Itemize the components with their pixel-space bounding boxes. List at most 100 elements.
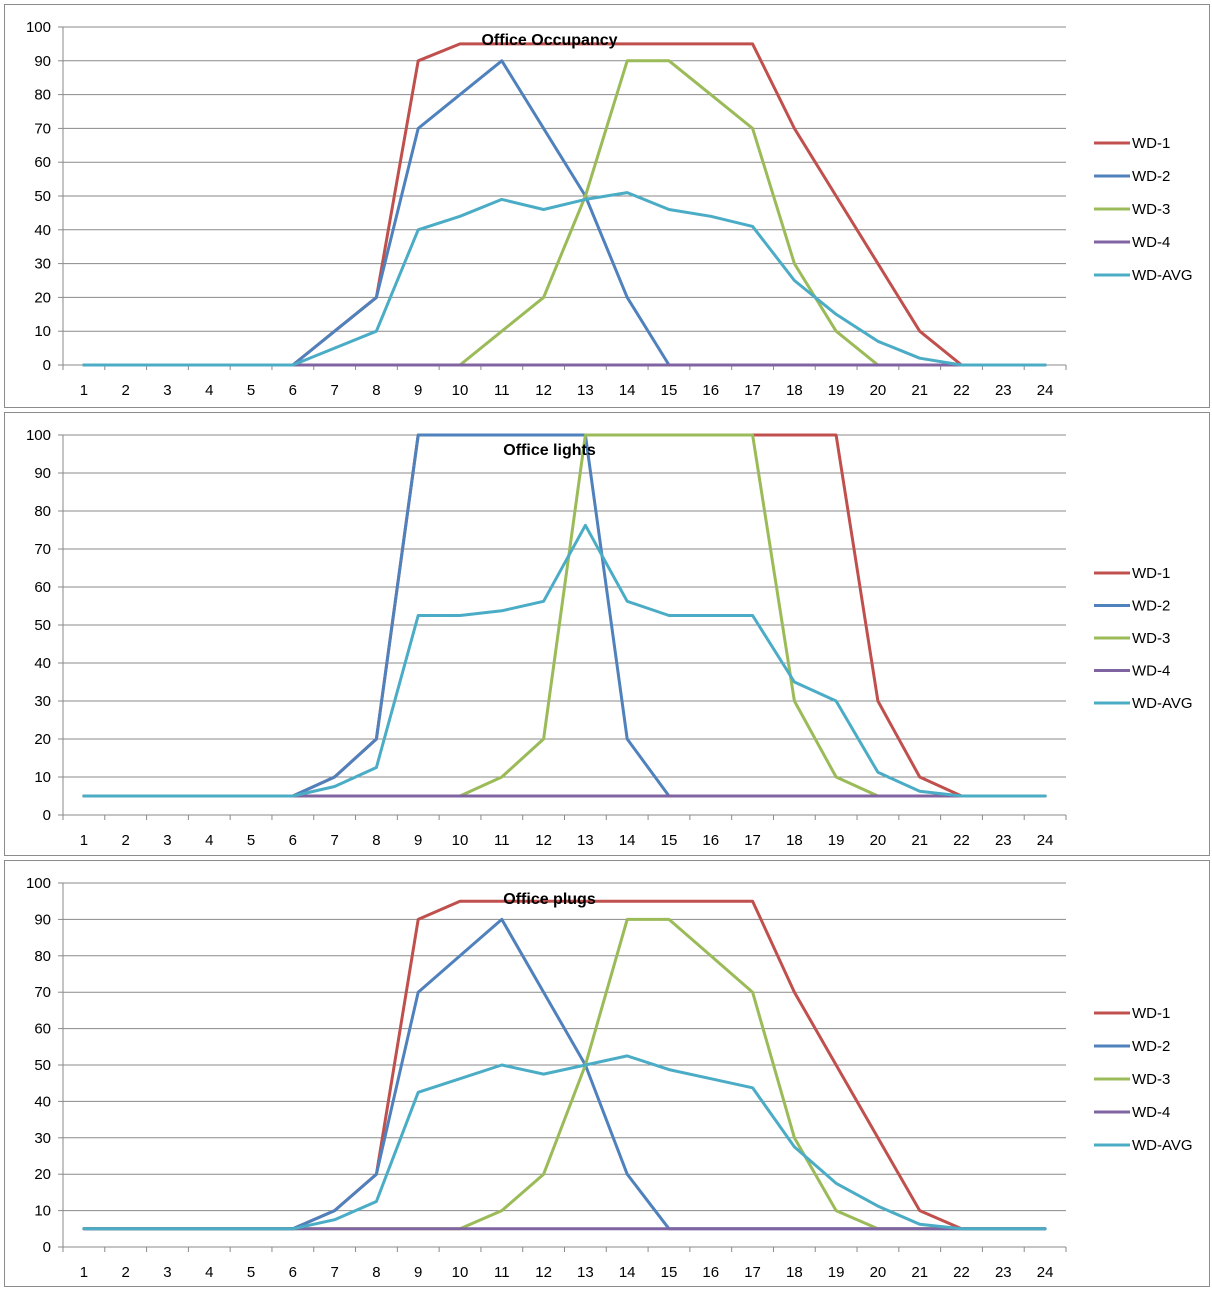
chart-panel-occupancy: 0 10 20 30 40 50 60 70 80 90 100 1 2 3 4 5 6 7 8 9 10 11 12 13 1… [4, 4, 1210, 408]
y-tick-label: 50 [34, 1057, 51, 1074]
x-tick-label: 20 [870, 382, 887, 399]
x-tick-label: 2 [122, 832, 130, 849]
series-line-wd-2 [82, 917, 1047, 1231]
x-tick-label: 6 [289, 832, 297, 849]
y-tick-label: 0 [43, 1239, 51, 1256]
legend-label: WD-1 [1132, 1005, 1170, 1022]
y-tick-label: 50 [34, 617, 51, 634]
series-line-wd-3 [82, 917, 1047, 1231]
x-tick-label: 13 [577, 1264, 594, 1281]
series-line-wd-avg [82, 191, 1047, 367]
y-tick-label: 50 [34, 188, 51, 205]
x-tick-label: 19 [828, 382, 845, 399]
gridlines [63, 26, 1066, 366]
x-tick-label: 17 [744, 1264, 761, 1281]
legend-label: WD-4 [1132, 234, 1170, 251]
y-tick-label: 20 [34, 731, 51, 748]
x-tick-label: 22 [953, 382, 970, 399]
legend-label: WD-AVG [1132, 1137, 1193, 1154]
y-tick-label: 60 [34, 1021, 51, 1038]
y-tick-label: 80 [34, 503, 51, 520]
x-tick-label: 14 [619, 382, 636, 399]
y-tick-label: 60 [34, 579, 51, 596]
chart-title: Office plugs [503, 891, 596, 908]
x-tick-label: 9 [414, 1264, 422, 1281]
x-tick-label: 13 [577, 832, 594, 849]
axes [58, 882, 1067, 1252]
y-tick-label: 60 [34, 154, 51, 171]
y-tick-label: 40 [34, 222, 51, 239]
x-tick-label: 21 [911, 1264, 928, 1281]
x-tick-label: 3 [163, 1264, 171, 1281]
legend-label: WD-2 [1132, 598, 1170, 615]
x-tick-label: 20 [870, 832, 887, 849]
gridlines [63, 434, 1066, 816]
x-tick-label: 12 [535, 832, 552, 849]
x-tick-label: 19 [828, 1264, 845, 1281]
legend-label: WD-3 [1132, 630, 1170, 647]
x-tick-label: 4 [205, 1264, 213, 1281]
x-tick-label: 10 [452, 1264, 469, 1281]
x-tick-label: 11 [494, 382, 510, 399]
axes [58, 434, 1067, 820]
x-tick-label: 1 [80, 832, 88, 849]
x-tick-label: 10 [452, 382, 469, 399]
y-tick-label: 90 [34, 911, 51, 928]
x-tick-label: 4 [205, 382, 213, 399]
series-line-wd-3 [82, 59, 1047, 367]
legend-label: WD-1 [1132, 135, 1170, 152]
x-tick-label: 11 [494, 1264, 510, 1281]
x-tick-label: 19 [828, 832, 845, 849]
y-tick-label: 80 [34, 87, 51, 104]
x-tick-label: 23 [995, 1264, 1012, 1281]
x-tick-label: 3 [163, 382, 171, 399]
gridlines [63, 882, 1066, 1248]
x-tick-label: 22 [953, 832, 970, 849]
legend-label: WD-4 [1132, 663, 1170, 680]
y-tick-label: 100 [26, 19, 51, 36]
legend: WD-1 WD-2 WD-3 WD-4 WD-AVG [1094, 135, 1193, 284]
x-tick-label: 2 [122, 382, 130, 399]
x-tick-label: 23 [995, 832, 1012, 849]
y-tick-label: 90 [34, 465, 51, 482]
y-tick-label: 70 [34, 984, 51, 1001]
legend: WD-1 WD-2 WD-3 WD-4 WD-AVG [1094, 1005, 1193, 1154]
y-tick-label: 30 [34, 256, 51, 273]
x-tick-label: 16 [702, 382, 719, 399]
y-tick-label: 100 [26, 427, 51, 444]
x-tick-label: 15 [661, 832, 678, 849]
x-tick-label: 1 [80, 1264, 88, 1281]
x-tick-label: 21 [911, 382, 928, 399]
x-tick-label: 8 [372, 382, 380, 399]
x-tick-label: 18 [786, 832, 803, 849]
x-tick-label: 16 [702, 832, 719, 849]
series-line-wd-avg [82, 523, 1047, 798]
y-tick-label: 10 [34, 323, 51, 340]
x-tick-label: 12 [535, 382, 552, 399]
x-tick-label: 5 [247, 1264, 255, 1281]
y-tick-label: 30 [34, 693, 51, 710]
x-tick-label: 17 [744, 832, 761, 849]
x-tick-label: 24 [1037, 832, 1054, 849]
x-tick-label: 7 [330, 832, 338, 849]
y-tick-label: 0 [43, 807, 51, 824]
x-tick-label: 8 [372, 832, 380, 849]
y-tick-label: 20 [34, 1166, 51, 1183]
x-tick-label: 16 [702, 1264, 719, 1281]
x-tick-label: 12 [535, 1264, 552, 1281]
x-tick-label: 10 [452, 832, 469, 849]
series-line-wd-avg [82, 1054, 1047, 1231]
x-tick-label: 20 [870, 1264, 887, 1281]
chart-title: Office lights [503, 442, 596, 459]
x-tick-label: 23 [995, 382, 1012, 399]
x-tick-label: 24 [1037, 1264, 1054, 1281]
x-tick-label: 17 [744, 382, 761, 399]
x-tick-label: 15 [661, 382, 678, 399]
x-tick-label: 18 [786, 382, 803, 399]
x-tick-label: 8 [372, 1264, 380, 1281]
chart-title: Office Occupancy [481, 32, 617, 49]
legend-label: WD-2 [1132, 168, 1170, 185]
x-tick-label: 4 [205, 832, 213, 849]
